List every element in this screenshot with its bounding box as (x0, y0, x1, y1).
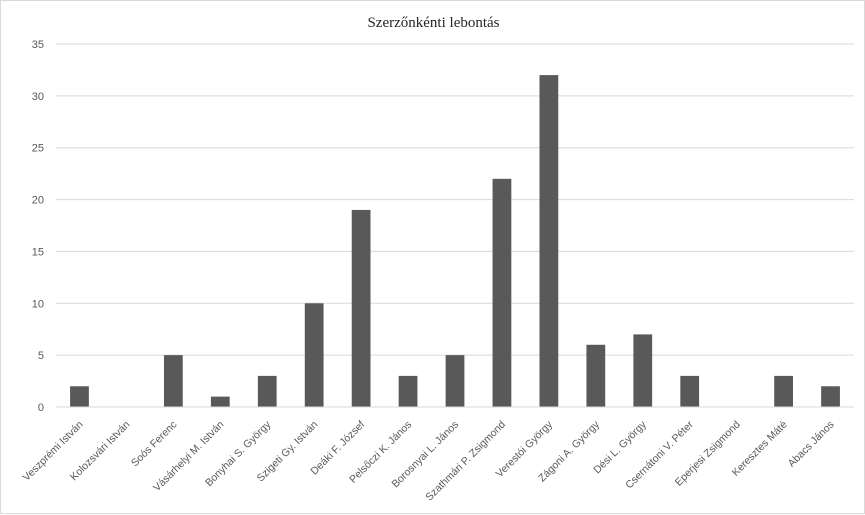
bar (492, 178, 512, 407)
bar (304, 303, 324, 407)
bar (539, 75, 559, 407)
gridlines (56, 43, 854, 356)
bar (257, 375, 277, 407)
bar (163, 355, 183, 407)
y-tick-label: 20 (32, 195, 44, 207)
y-tick-label: 10 (32, 298, 44, 310)
y-tick-label: 35 (32, 39, 44, 51)
y-tick-label: 0 (38, 402, 44, 414)
bar (680, 375, 700, 407)
bars (70, 75, 840, 407)
y-tick-label: 5 (38, 350, 44, 362)
bar (70, 386, 89, 407)
bar (821, 386, 840, 407)
x-tick-label: Soós Ferenc (129, 419, 180, 470)
y-tick-label: 15 (32, 246, 44, 258)
bar (445, 355, 465, 407)
y-tick-label: 25 (32, 143, 44, 155)
bar (210, 396, 230, 407)
bar (774, 375, 793, 407)
bar (633, 334, 653, 407)
bar (398, 375, 418, 407)
bar (351, 209, 371, 407)
y-tick-label: 30 (32, 91, 44, 103)
x-tick-label: Abacs János (786, 419, 837, 470)
bar (586, 344, 606, 407)
chart-title: Szerzőnkénti lebontás (367, 15, 500, 31)
x-tick-label: Szathmári P. Zsigmond (423, 419, 508, 504)
